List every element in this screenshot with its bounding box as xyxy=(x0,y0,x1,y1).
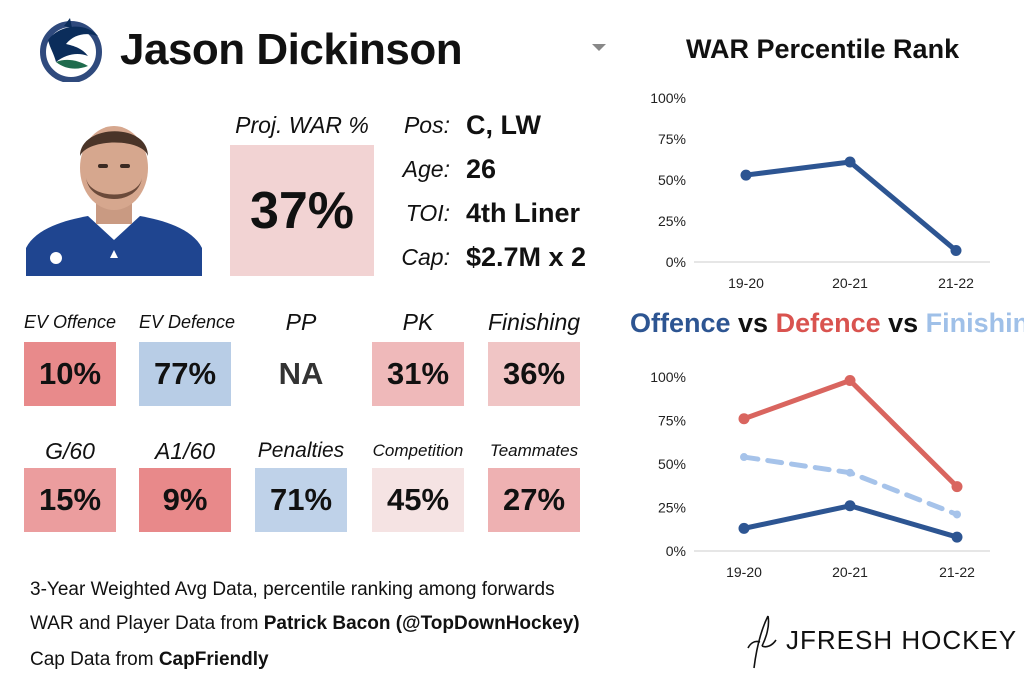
chart2-title-vs-1: vs xyxy=(730,308,776,338)
age-label: Age: xyxy=(402,156,450,182)
y-tick-label: 100% xyxy=(650,90,686,106)
player-name: Jason Dickinson xyxy=(120,25,463,74)
ev-defence-tile: 77% xyxy=(139,342,231,406)
jfresh-signature-icon xyxy=(747,615,777,669)
y-tick-label: 50% xyxy=(658,172,686,188)
orca-logo-icon xyxy=(40,18,102,82)
g60-label: G/60 xyxy=(45,438,95,464)
a160-tile: 9% xyxy=(139,468,231,532)
teammates-tile: 27% xyxy=(488,468,580,532)
chart2-title-defence: Defence xyxy=(775,308,881,338)
series-point-2 xyxy=(740,453,748,462)
teammates-label: Teammates xyxy=(489,441,579,460)
series-point-0 xyxy=(738,522,750,534)
penalties-tile: 71% xyxy=(255,468,347,532)
x-tick-label: 21-22 xyxy=(938,275,974,291)
series-point-0 xyxy=(951,531,963,543)
footer-line-1: 3-Year Weighted Avg Data, percentile ran… xyxy=(30,579,555,600)
x-tick-label: 21-22 xyxy=(939,564,975,580)
proj-war-value: 37% xyxy=(230,145,374,276)
series-point-1 xyxy=(738,413,750,425)
cap-label: Cap: xyxy=(401,244,450,270)
series-point-0 xyxy=(740,169,752,181)
penalties-label: Penalties xyxy=(257,439,345,462)
x-tick-label: 20-21 xyxy=(832,564,868,580)
patrick-bacon-credit: Patrick Bacon (@TopDownHockey) xyxy=(263,613,580,634)
series-point-0 xyxy=(844,500,856,512)
series-line-0 xyxy=(743,159,959,254)
chart2-title-finishing: Finishing xyxy=(925,308,1024,338)
competition-label: Competition xyxy=(372,441,464,460)
x-tick-label: 19-20 xyxy=(726,564,762,580)
brand-text: JFRESH HOCKEY xyxy=(786,625,1018,655)
footer-line-3: Cap Data from CapFriendly xyxy=(30,649,269,670)
series-point-0 xyxy=(950,245,962,257)
position-value: C, LW xyxy=(466,110,541,140)
series-point-1 xyxy=(951,481,963,493)
x-tick-label: 20-21 xyxy=(832,275,868,291)
series-point-2 xyxy=(846,468,854,477)
a160-label: A1/60 xyxy=(154,438,216,464)
pk-tile: 31% xyxy=(372,342,464,406)
y-tick-label: 0% xyxy=(666,543,686,559)
cap-value: $2.7M x 2 xyxy=(466,242,587,272)
g60-tile: 15% xyxy=(24,468,116,532)
x-tick-label: 19-20 xyxy=(728,275,764,291)
series-point-0 xyxy=(844,156,856,168)
finishing-tile: 36% xyxy=(488,342,580,406)
y-tick-label: 75% xyxy=(658,413,686,429)
toi-value: 4th Liner xyxy=(466,198,581,228)
toi-label: TOI: xyxy=(405,200,450,226)
y-tick-label: 25% xyxy=(658,213,686,229)
ev-offence-tile: 10% xyxy=(24,342,116,406)
player-headshot xyxy=(26,108,202,276)
finishing-label: Finishing xyxy=(488,309,581,335)
chart2-title: Offence vs Defence vs Finishing xyxy=(630,308,1024,339)
pp-label: PP xyxy=(285,309,317,335)
chart1-title: WAR Percentile Rank xyxy=(686,34,960,64)
chart2-title-offence: Offence xyxy=(630,308,731,338)
chart2-title-vs-2: vs xyxy=(880,308,926,338)
proj-war-label: Proj. WAR % xyxy=(235,112,369,138)
y-tick-label: 75% xyxy=(658,131,686,147)
series-point-1 xyxy=(844,374,856,386)
footer-line-2: WAR and Player Data from Patrick Bacon (… xyxy=(30,613,580,634)
y-tick-label: 50% xyxy=(658,456,686,472)
ev-offence-label: EV Offence xyxy=(24,312,117,332)
pk-label: PK xyxy=(402,309,434,335)
y-tick-label: 100% xyxy=(650,369,686,385)
age-value: 26 xyxy=(466,154,497,184)
y-tick-label: 0% xyxy=(666,254,686,270)
competition-tile: 45% xyxy=(372,468,464,532)
capfriendly-credit: CapFriendly xyxy=(158,649,269,670)
war-percentile-chart: 0% 25% 50% 75% 100% 19-20 20-21 21-22 xyxy=(650,90,990,291)
series-point-2 xyxy=(953,510,961,519)
chevron-down-icon[interactable] xyxy=(592,44,606,51)
position-label: Pos: xyxy=(403,112,450,138)
offence-defence-finishing-chart: 0% 25% 50% 75% 100% 19-20 20-21 21-22 xyxy=(650,369,990,580)
y-tick-label: 25% xyxy=(658,500,686,516)
pp-tile: NA xyxy=(255,342,347,406)
ev-defence-label: EV Defence xyxy=(139,312,236,332)
